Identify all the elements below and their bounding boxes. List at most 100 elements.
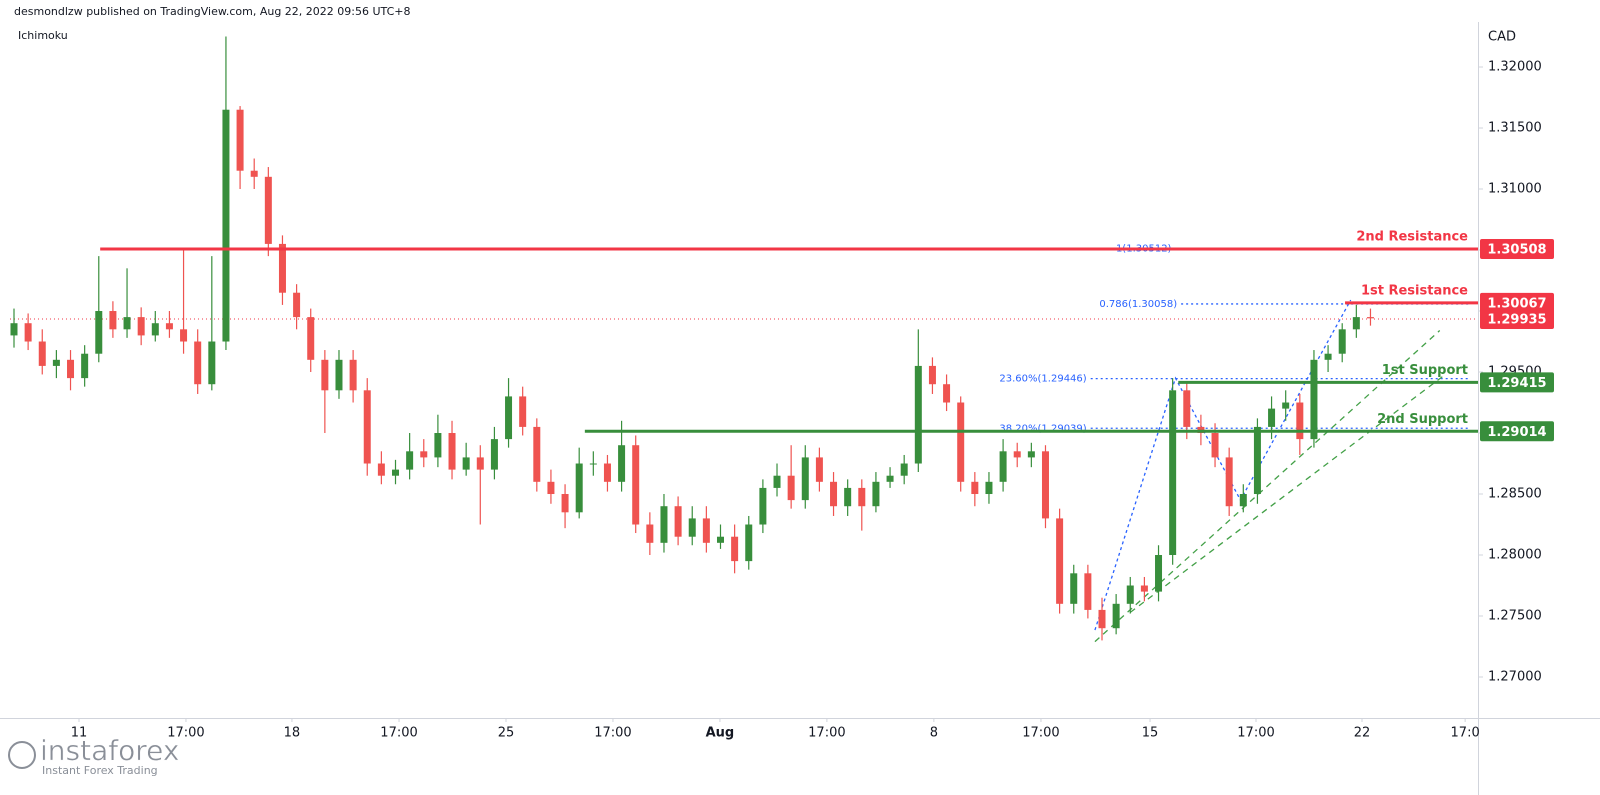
price-box-label: 1.29014 [1487, 425, 1546, 440]
candle-body [392, 469, 400, 476]
price-box-label: 1.29415 [1487, 376, 1546, 391]
candle-body [462, 457, 470, 470]
candle-body [745, 524, 753, 562]
watermark: instaforex Instant Forex Trading [7, 734, 180, 777]
candle-body [1140, 585, 1148, 592]
candle-body [547, 481, 555, 495]
currency: CAD [1488, 30, 1516, 45]
candle-body [52, 359, 60, 366]
y-tick-label: 1.31500 [1488, 121, 1542, 136]
candle-body [236, 109, 244, 171]
candle-body [702, 518, 710, 543]
candle-body [321, 359, 329, 391]
candle-body [533, 426, 541, 482]
candle-body [1310, 359, 1318, 440]
candle-body [406, 451, 414, 470]
x-tick-label: 8 [930, 726, 938, 741]
candle-body [165, 323, 173, 330]
candle-body [363, 390, 371, 464]
candle-body [773, 475, 781, 488]
candle-body [349, 359, 357, 391]
candle-body [1211, 433, 1219, 458]
candle-body [716, 536, 724, 543]
candle-body [1041, 451, 1049, 519]
candle-body [801, 457, 809, 501]
x-tick-label: 18 [284, 726, 301, 741]
candle-body [858, 487, 866, 507]
candle-body [95, 311, 103, 354]
x-tick-label: 15 [1142, 726, 1159, 741]
y-tick-label: 1.32000 [1488, 60, 1542, 75]
candle-body [886, 475, 894, 482]
trendline [1094, 299, 1352, 631]
candle-body [1239, 494, 1247, 507]
candle-body [1225, 457, 1233, 507]
candle-body [1366, 317, 1374, 319]
watermark-tagline: Instant Forex Trading [42, 764, 158, 777]
candle-body [1056, 518, 1064, 604]
candle-body [519, 396, 527, 427]
candle-body [151, 323, 159, 336]
x-tick-label: 17:00 [594, 726, 631, 741]
x-tick-label: Aug [706, 726, 735, 741]
candle-body [222, 109, 230, 342]
candle-body [420, 451, 428, 458]
level-name: 2nd Resistance [1356, 230, 1468, 245]
y-tick-label: 1.28000 [1488, 548, 1542, 563]
price-box [1480, 292, 1554, 313]
candle-body [900, 463, 908, 476]
candle-body [1324, 353, 1332, 360]
candle-body [830, 481, 838, 507]
candle-body [194, 341, 202, 385]
candle-body [476, 457, 484, 470]
candle-body [575, 463, 583, 513]
x-tick-label: 17:00 [1022, 726, 1059, 741]
candle-body [1098, 609, 1106, 629]
candle-body [1155, 555, 1163, 592]
candle-body [1112, 603, 1120, 629]
x-tick-label: 11 [71, 726, 88, 741]
candle-body [914, 365, 922, 464]
candle-body [307, 317, 315, 360]
x-tick-label: 17:00 [167, 726, 204, 741]
x-tick-label: 22 [1354, 726, 1371, 741]
candle-body [1352, 317, 1360, 330]
price-box [1480, 308, 1554, 329]
watermark-brand: instaforex [40, 734, 179, 767]
candle-body [844, 487, 852, 507]
indicator-label: Ichimoku [18, 29, 68, 42]
candle-body [759, 487, 767, 525]
x-tick-label: 17:00 [380, 726, 417, 741]
byline: desmondlzw published on TradingView.com,… [14, 5, 411, 18]
candle-body [787, 475, 795, 501]
x-tick-label: 25 [498, 726, 515, 741]
x-tick-label: 17:00 [1237, 726, 1274, 741]
price-box-label: 1.30067 [1487, 296, 1546, 311]
candle-body [999, 451, 1007, 482]
candle-body [957, 402, 965, 482]
candle-body [688, 518, 696, 537]
fib-label: 0.786(1.30058) [1099, 299, 1177, 310]
candle-body [208, 341, 216, 385]
candle-body [731, 536, 739, 562]
level-name: 1st Support [1382, 363, 1468, 378]
candle-body [872, 481, 880, 507]
candle-body [632, 445, 640, 525]
candle-body [985, 481, 993, 495]
price-box [1480, 239, 1554, 260]
price-box [1480, 421, 1554, 442]
candle-body [123, 317, 131, 330]
candle-body [434, 433, 442, 458]
price-box-label: 1.30508 [1487, 243, 1546, 258]
candle-body [618, 445, 626, 482]
candle-body [1126, 585, 1134, 604]
candle-body [603, 463, 611, 482]
candle-body [1296, 402, 1304, 440]
candle-body [377, 463, 385, 476]
candle-body [561, 494, 569, 513]
candle-body [589, 463, 597, 465]
fib-label: 23.60%(1.29446) [999, 374, 1086, 385]
candle-body [1070, 573, 1078, 604]
candle-body [1268, 408, 1276, 427]
